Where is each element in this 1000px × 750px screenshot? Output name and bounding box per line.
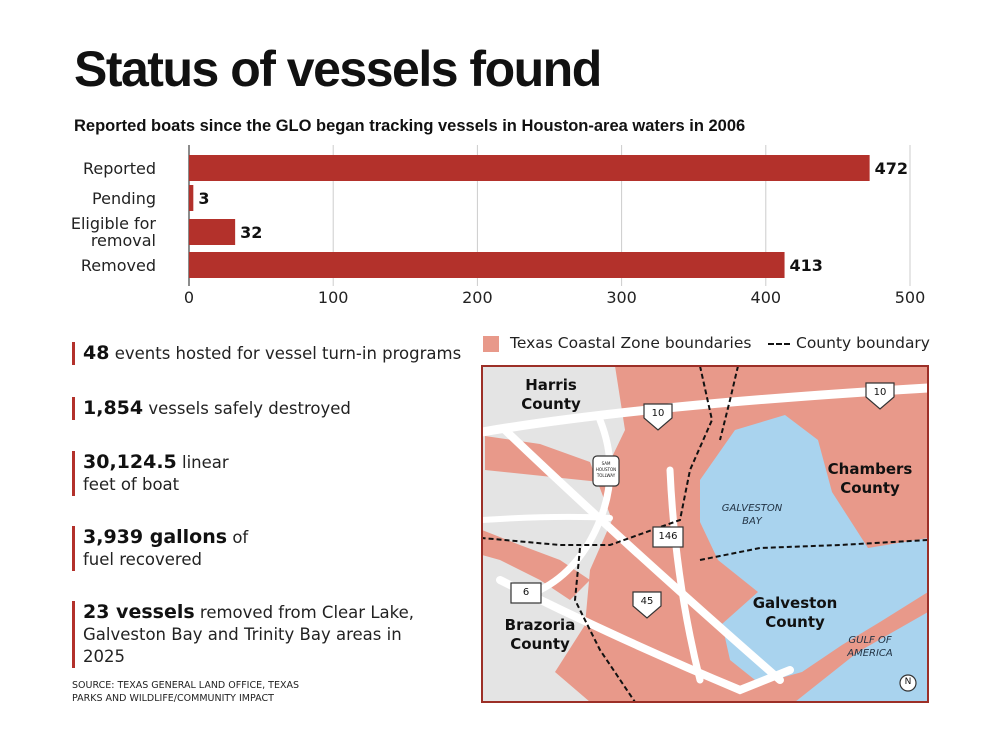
- value-label: 3: [198, 189, 209, 208]
- stat-highlight: 1,854: [83, 397, 144, 419]
- x-tick-label: 200: [462, 288, 493, 307]
- tollway-sign: SAM HOUSTON TOLLWAY: [595, 461, 617, 478]
- legend-dash: [768, 343, 790, 345]
- y-tick-label: Removed: [80, 255, 156, 275]
- stat: 3,939 gallons of fuel recovered: [72, 526, 273, 571]
- stat: 1,854 vessels safely destroyed: [72, 397, 463, 420]
- value-label: 32: [240, 223, 262, 242]
- map-label: Brazoria County: [504, 616, 576, 653]
- legend-label: Texas Coastal Zone boundaries: [510, 334, 752, 352]
- stat: 23 vessels removed from Clear Lake, Galv…: [72, 601, 443, 668]
- map-label: GALVESTON BAY: [721, 503, 783, 527]
- highway-shield: 146: [658, 531, 678, 542]
- x-tick-label: 100: [318, 288, 349, 307]
- stat-highlight: 48: [83, 342, 110, 364]
- map-label: GULF OF AMERICA: [847, 635, 893, 659]
- bar: [189, 185, 194, 211]
- stat-text: events hosted for vessel turn-in program…: [114, 344, 462, 363]
- stat-highlight: 3,939 gallons: [83, 526, 228, 548]
- legend-swatch: [483, 336, 499, 352]
- title: Status of vessels found: [74, 41, 602, 97]
- x-tick-label: 400: [751, 288, 782, 307]
- x-tick-label: 0: [184, 288, 194, 307]
- y-tick-label: Pending: [92, 188, 156, 208]
- map-label: Harris County: [521, 376, 581, 413]
- map-label: Chambers County: [827, 460, 913, 497]
- source: SOURCE: TEXAS GENERAL LAND OFFICE, TEXAS…: [72, 680, 299, 704]
- stat: 30,124.5 linear feet of boat: [72, 451, 253, 496]
- stat-text: linear feet of boat: [83, 453, 229, 494]
- stat-text: vessels safely destroyed: [148, 399, 351, 418]
- stat-highlight: 23 vessels: [83, 601, 195, 623]
- highway-shield: 6: [522, 587, 530, 598]
- stat: 48 events hosted for vessel turn-in prog…: [72, 342, 463, 365]
- stat-text: removed from Clear Lake, Galveston Bay a…: [83, 603, 414, 666]
- bar: [189, 155, 870, 181]
- map-label: Galveston County: [752, 594, 838, 631]
- subtitle: Reported boats since the GLO began track…: [74, 117, 746, 135]
- compass: N: [904, 677, 912, 687]
- stat-highlight: 30,124.5: [83, 451, 177, 473]
- value-label: 472: [875, 159, 908, 178]
- highway-shield: 10: [873, 387, 887, 398]
- highway-shield: 10: [651, 408, 665, 419]
- x-tick-label: 300: [606, 288, 637, 307]
- x-tick-label: 500: [895, 288, 926, 307]
- highway-shield: 45: [640, 596, 654, 607]
- bar: [189, 252, 785, 278]
- y-tick-label: Eligible for removal: [70, 214, 156, 250]
- legend-label: County boundary: [796, 334, 930, 352]
- value-label: 413: [790, 256, 823, 275]
- bar: [189, 219, 236, 245]
- map: [481, 365, 929, 703]
- y-tick-label: Reported: [82, 158, 156, 178]
- bar-chart: 0 100 200 300 400 500 472 3 32 413: [184, 145, 926, 307]
- stat-text: of fuel recovered: [83, 528, 249, 569]
